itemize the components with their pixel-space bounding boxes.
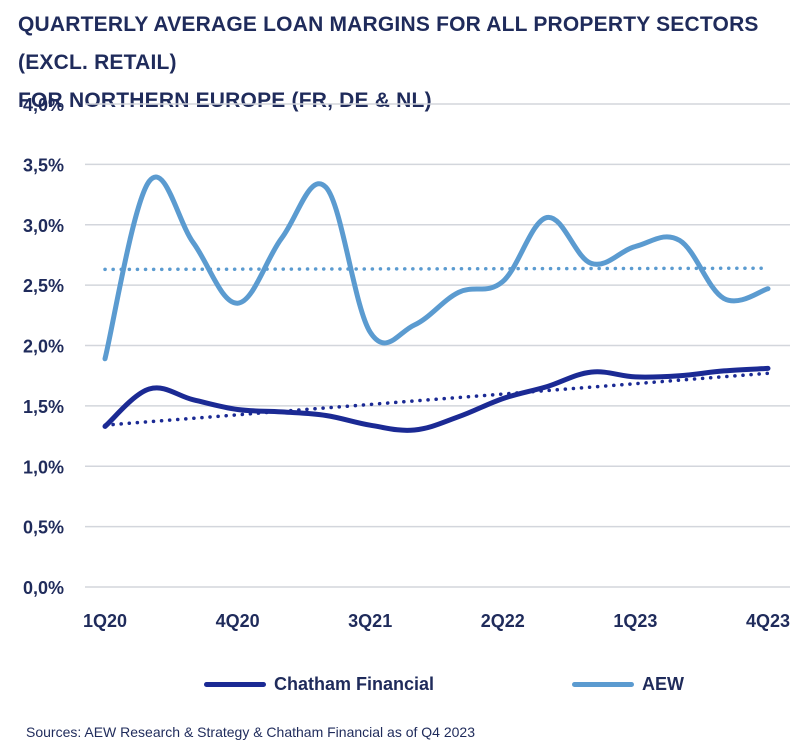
x-tick-label: 4Q23 [746, 611, 790, 631]
legend-swatch-aew [572, 681, 634, 687]
chart-title-line-2: FOR NORTHERN EUROPE (FR, DE & NL) [18, 89, 432, 112]
data-point-chatham-financial [412, 428, 416, 432]
data-point-aew [368, 330, 372, 334]
legend-item-chatham-financial: Chatham Financial [204, 672, 434, 696]
data-point-aew [412, 323, 416, 327]
data-point-aew [191, 241, 195, 245]
data-point-aew [633, 244, 637, 248]
data-point-aew [766, 287, 770, 291]
data-point-chatham-financial [280, 410, 284, 414]
data-point-aew [324, 185, 328, 189]
data-point-chatham-financial [678, 374, 682, 378]
y-tick-label: 3,0% [23, 216, 64, 236]
legend-label-aew: AEW [642, 673, 684, 694]
y-tick-label: 2,0% [23, 337, 64, 357]
data-point-aew [280, 236, 284, 240]
source-note: Sources: AEW Research & Strategy & Chath… [26, 724, 475, 740]
y-tick-label: 0,0% [23, 578, 64, 598]
data-point-aew [501, 280, 505, 284]
legend-swatch-chatham-financial [204, 681, 266, 687]
data-point-chatham-financial [722, 369, 726, 373]
data-point-chatham-financial [633, 375, 637, 379]
data-point-chatham-financial [368, 423, 372, 427]
trendline-aew [103, 266, 770, 272]
y-tick-label: 1,0% [23, 457, 64, 477]
data-point-chatham-financial [103, 424, 107, 428]
data-point-aew [236, 301, 240, 305]
series-line-chatham-financial [102, 365, 771, 433]
data-point-chatham-financial [766, 366, 770, 370]
data-point-chatham-financial [147, 387, 151, 391]
trendlines [103, 266, 770, 427]
data-point-aew [589, 261, 593, 265]
y-tick-label: 2,5% [23, 276, 64, 296]
chart-title-line-1: QUARTERLY AVERAGE LOAN MARGINS FOR ALL P… [18, 13, 759, 74]
data-point-chatham-financial [324, 414, 328, 418]
legend-label-chatham-financial: Chatham Financial [274, 673, 435, 694]
chart-title: QUARTERLY AVERAGE LOAN MARGINS FOR ALL P… [18, 6, 798, 120]
x-tick-label: 1Q20 [83, 611, 127, 631]
y-tick-label: 3,5% [23, 155, 64, 175]
gridlines [85, 103, 790, 588]
data-point-aew [147, 179, 151, 183]
x-tick-label: 3Q21 [348, 611, 392, 631]
legend-item-aew: AEW [572, 672, 684, 696]
trendline-chatham-financial [103, 371, 770, 427]
y-tick-label: 4,0% [23, 95, 64, 115]
data-point-aew [457, 290, 461, 294]
data-point-aew [722, 296, 726, 300]
data-point-aew [103, 357, 107, 361]
y-tick-label: 1,5% [23, 397, 64, 417]
data-point-aew [678, 238, 682, 242]
series-lines [102, 174, 771, 433]
y-tick-label: 0,5% [23, 518, 64, 538]
x-tick-label: 2Q22 [481, 611, 525, 631]
data-point-chatham-financial [236, 407, 240, 411]
data-point-chatham-financial [191, 398, 195, 402]
x-tick-label: 1Q23 [613, 611, 657, 631]
series-line-aew [102, 174, 771, 362]
x-tick-label: 4Q20 [216, 611, 260, 631]
data-point-chatham-financial [589, 370, 593, 374]
data-point-chatham-financial [545, 385, 549, 389]
y-axis-tick-labels: 0,0% 0,5% 1,0% 1,5% 2,0% 2,5% 3,0% 3,5% 4,0% [23, 95, 64, 598]
data-point-aew [545, 216, 549, 220]
x-axis-tick-labels: 1Q20 4Q20 3Q21 2Q22 1Q23 4Q23 [83, 611, 790, 631]
data-point-chatham-financial [457, 415, 461, 419]
data-point-chatham-financial [501, 397, 505, 401]
